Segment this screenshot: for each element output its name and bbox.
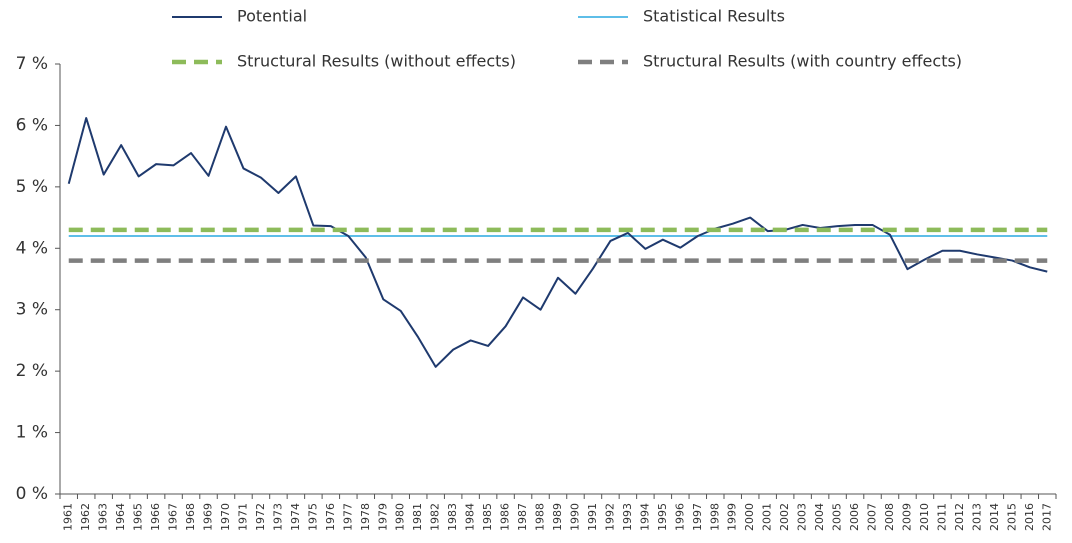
x-tick-label: 2003 — [796, 503, 809, 531]
x-tick-label: 1975 — [306, 503, 319, 531]
x-tick-label: 1972 — [254, 503, 267, 531]
x-tick-label: 1969 — [202, 503, 215, 531]
y-tick-label: 0 % — [16, 484, 48, 504]
x-tick-label: 2010 — [918, 503, 931, 531]
x-tick-label: 1971 — [236, 503, 249, 531]
x-tick-label: 1985 — [481, 503, 494, 531]
x-tick-label: 1966 — [149, 503, 162, 531]
series-line — [67, 117, 1048, 368]
x-tick-label: 1978 — [359, 503, 372, 531]
x-tick-label: 1981 — [411, 503, 424, 531]
x-tick-label: 1980 — [394, 503, 407, 531]
y-tick-label: 3 % — [16, 300, 48, 320]
legend-label: Structural Results (without effects) — [237, 52, 516, 71]
x-tick-label: 1986 — [499, 503, 512, 531]
x-tick-label: 2011 — [935, 503, 948, 531]
x-tick-label: 1967 — [167, 503, 180, 531]
x-tick-label: 1997 — [691, 503, 704, 531]
x-tick-label: 2016 — [1023, 503, 1036, 531]
y-tick-label: 7 % — [16, 54, 48, 74]
x-tick-label: 1989 — [551, 503, 564, 531]
x-tick-label: 1964 — [114, 503, 127, 531]
x-tick-label: 1988 — [534, 503, 547, 531]
legend-label: Potential — [237, 7, 307, 26]
x-tick-label: 2001 — [761, 503, 774, 531]
x-tick-label: 1963 — [97, 503, 110, 531]
x-tick-label: 2006 — [848, 503, 861, 531]
x-tick-label: 1968 — [184, 503, 197, 531]
y-tick-label: 5 % — [16, 177, 48, 197]
x-tick-label: 2000 — [743, 503, 756, 531]
y-tick-label: 1 % — [16, 423, 48, 443]
x-tick-label: 2007 — [866, 503, 879, 531]
x-tick-label: 1999 — [726, 503, 739, 531]
x-tick-label: 2002 — [778, 503, 791, 531]
x-tick-label: 1998 — [708, 503, 721, 531]
x-tick-label: 2004 — [813, 503, 826, 531]
x-tick-label: 2015 — [1005, 503, 1018, 531]
x-tick-label: 1995 — [656, 503, 669, 531]
y-tick-label: 2 % — [16, 361, 48, 381]
x-tick-label: 1961 — [62, 503, 75, 531]
x-tick-label: 1990 — [568, 503, 581, 531]
x-tick-label: 1987 — [516, 503, 529, 531]
y-tick-label: 4 % — [16, 238, 48, 258]
x-tick-label: 2008 — [883, 503, 896, 531]
x-tick-label: 1965 — [132, 503, 145, 531]
x-tick-label: 1992 — [603, 503, 616, 531]
x-tick-label: 1991 — [586, 503, 599, 531]
x-tick-label: 2012 — [953, 503, 966, 531]
y-tick-label: 6 % — [16, 115, 48, 135]
x-tick-label: 1993 — [621, 503, 634, 531]
x-tick-label: 2013 — [970, 503, 983, 531]
x-tick-label: 1994 — [638, 503, 651, 531]
x-tick-label: 2005 — [831, 503, 844, 531]
x-tick-label: 1976 — [324, 503, 337, 531]
legend-label: Statistical Results — [643, 7, 785, 26]
x-tick-label: 2009 — [900, 503, 913, 531]
x-tick-label: 1977 — [341, 503, 354, 531]
x-tick-label: 1970 — [219, 503, 232, 531]
x-tick-label: 1962 — [79, 503, 92, 531]
x-tick-label: 1982 — [429, 503, 442, 531]
x-tick-label: 1984 — [464, 503, 477, 531]
x-tick-label: 1979 — [376, 503, 389, 531]
x-tick-label: 1974 — [289, 503, 302, 531]
x-tick-label: 1983 — [446, 503, 459, 531]
x-tick-label: 1973 — [271, 503, 284, 531]
legend-label: Structural Results (with country effects… — [643, 52, 962, 71]
x-tick-label: 1996 — [673, 503, 686, 531]
x-tick-label: 2014 — [988, 503, 1001, 531]
x-tick-label: 2017 — [1040, 503, 1053, 531]
